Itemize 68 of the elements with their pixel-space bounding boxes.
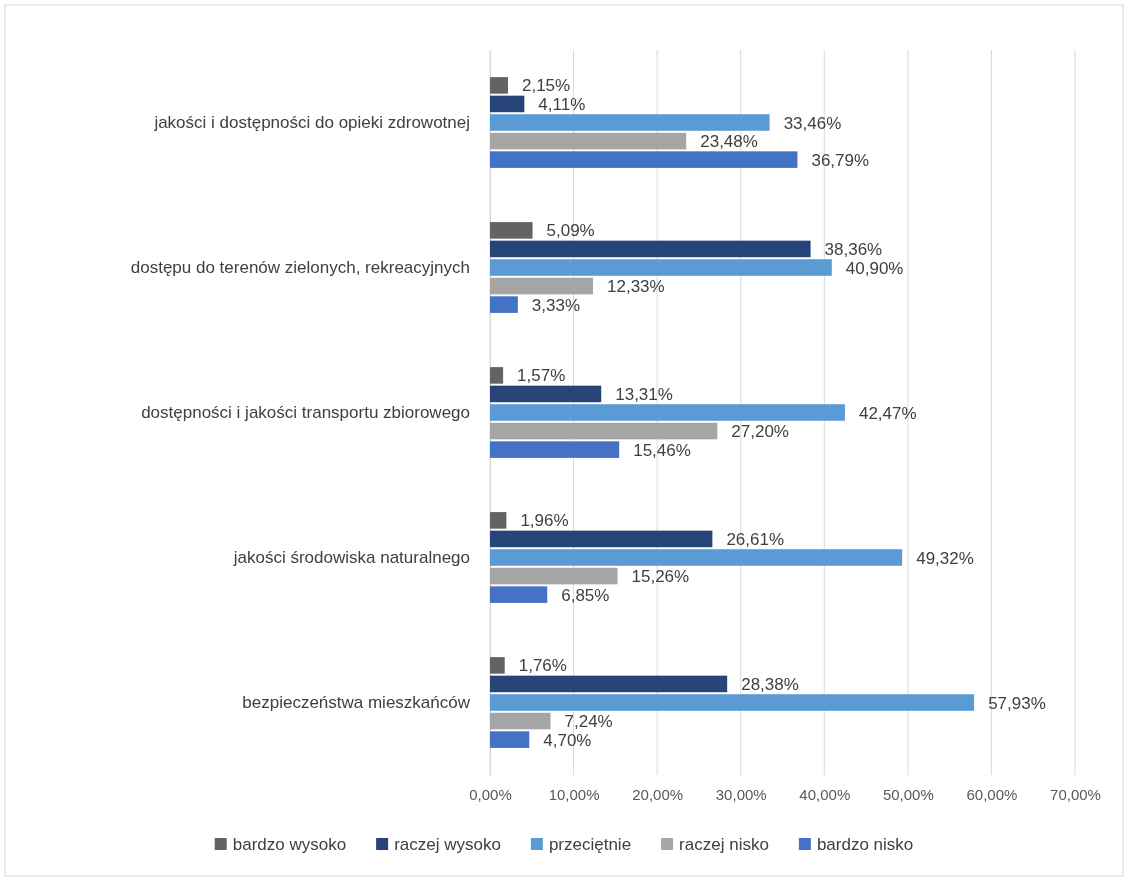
bar <box>490 95 525 113</box>
y-tick-label: jakości środowiska naturalnego <box>232 547 470 567</box>
data-label: 13,31% <box>615 384 673 404</box>
bar <box>490 567 618 585</box>
data-label: 38,36% <box>824 239 883 259</box>
bar <box>490 586 548 603</box>
bar <box>490 530 713 548</box>
bar <box>490 222 533 239</box>
bar <box>490 441 620 458</box>
data-label: 1,76% <box>518 656 567 676</box>
bar <box>490 385 602 403</box>
bar <box>490 549 903 566</box>
data-label: 26,61% <box>726 529 785 549</box>
data-label: 28,38% <box>741 674 799 694</box>
data-label: 57,93% <box>988 693 1046 713</box>
legend-label: raczej wysoko <box>394 835 501 854</box>
data-label: 33,46% <box>783 113 842 133</box>
bar <box>490 367 504 384</box>
bar <box>490 77 508 94</box>
legend-label: raczej nisko <box>679 835 769 854</box>
x-tick-label: 60,00% <box>966 785 1018 803</box>
data-label: 4,70% <box>543 730 592 750</box>
bar <box>490 132 687 150</box>
y-tick-label: dostępności i jakości transportu zbiorowego <box>141 402 470 422</box>
bar <box>490 675 728 693</box>
data-label: 2,15% <box>521 76 571 96</box>
data-label: 3,33% <box>531 295 581 315</box>
legend-label: bardzo wysoko <box>232 835 347 854</box>
bar <box>490 277 594 295</box>
y-tick-label: bezpieczeństwa mieszkańców <box>242 692 471 712</box>
data-label: 7,24% <box>564 712 613 732</box>
bar <box>490 259 832 276</box>
x-tick-label: 0,00% <box>469 785 512 803</box>
x-tick-label: 50,00% <box>882 785 934 803</box>
data-label: 49,32% <box>916 548 974 568</box>
bar <box>490 694 975 711</box>
x-tick-label: 30,00% <box>715 785 767 803</box>
y-tick-label: jakości i dostępności do opieki zdrowotnej <box>153 112 470 132</box>
data-label: 5,09% <box>546 221 595 241</box>
data-label: 12,33% <box>607 277 665 297</box>
legend-label: bardzo nisko <box>816 835 914 854</box>
x-tick-label: 10,00% <box>548 785 600 803</box>
y-tick-label: dostępu do terenów zielonych, rekreacyjnych <box>130 257 470 277</box>
bar <box>490 114 770 131</box>
bar <box>490 151 798 168</box>
data-label: 36,79% <box>811 150 870 170</box>
bar <box>490 240 811 258</box>
bar <box>490 422 718 440</box>
data-label: 1,57% <box>517 366 566 386</box>
bar <box>490 731 530 748</box>
data-label: 42,47% <box>858 403 917 423</box>
bar <box>490 296 518 313</box>
x-tick-label: 40,00% <box>799 785 851 803</box>
data-label: 40,90% <box>845 258 904 278</box>
bar <box>490 712 551 730</box>
x-tick-label: 70,00% <box>1050 785 1101 803</box>
bar <box>490 404 845 421</box>
data-label: 23,48% <box>700 132 758 152</box>
data-label: 6,85% <box>561 585 610 605</box>
x-tick-label: 20,00% <box>632 785 684 803</box>
data-label: 27,20% <box>731 422 789 442</box>
legend-label: przeciętnie <box>548 835 632 854</box>
data-label: 4,11% <box>538 94 586 114</box>
data-label: 15,46% <box>633 440 691 460</box>
bar <box>490 512 507 529</box>
data-label: 15,26% <box>631 567 690 587</box>
data-label: 1,96% <box>520 511 569 531</box>
bar <box>490 657 505 674</box>
